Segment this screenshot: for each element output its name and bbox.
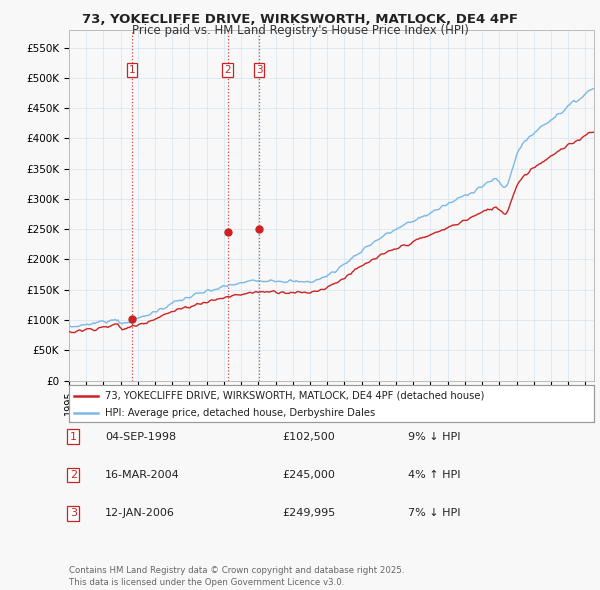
Text: 3: 3	[256, 65, 262, 75]
Text: 4% ↑ HPI: 4% ↑ HPI	[408, 470, 461, 480]
Text: 1: 1	[129, 65, 136, 75]
Text: 73, YOKECLIFFE DRIVE, WIRKSWORTH, MATLOCK, DE4 4PF: 73, YOKECLIFFE DRIVE, WIRKSWORTH, MATLOC…	[82, 13, 518, 26]
Text: 16-MAR-2004: 16-MAR-2004	[105, 470, 180, 480]
Text: £249,995: £249,995	[282, 509, 335, 518]
Text: £245,000: £245,000	[282, 470, 335, 480]
Text: 7% ↓ HPI: 7% ↓ HPI	[408, 509, 461, 518]
Text: Price paid vs. HM Land Registry's House Price Index (HPI): Price paid vs. HM Land Registry's House …	[131, 24, 469, 37]
Text: 12-JAN-2006: 12-JAN-2006	[105, 509, 175, 518]
Text: HPI: Average price, detached house, Derbyshire Dales: HPI: Average price, detached house, Derb…	[105, 408, 375, 418]
Text: Contains HM Land Registry data © Crown copyright and database right 2025.
This d: Contains HM Land Registry data © Crown c…	[69, 566, 404, 587]
Text: 9% ↓ HPI: 9% ↓ HPI	[408, 432, 461, 441]
Text: 1: 1	[70, 432, 77, 441]
Text: 2: 2	[224, 65, 231, 75]
Text: 3: 3	[70, 509, 77, 518]
Text: £102,500: £102,500	[282, 432, 335, 441]
Text: 73, YOKECLIFFE DRIVE, WIRKSWORTH, MATLOCK, DE4 4PF (detached house): 73, YOKECLIFFE DRIVE, WIRKSWORTH, MATLOC…	[105, 391, 484, 401]
Text: 2: 2	[70, 470, 77, 480]
Text: 04-SEP-1998: 04-SEP-1998	[105, 432, 176, 441]
